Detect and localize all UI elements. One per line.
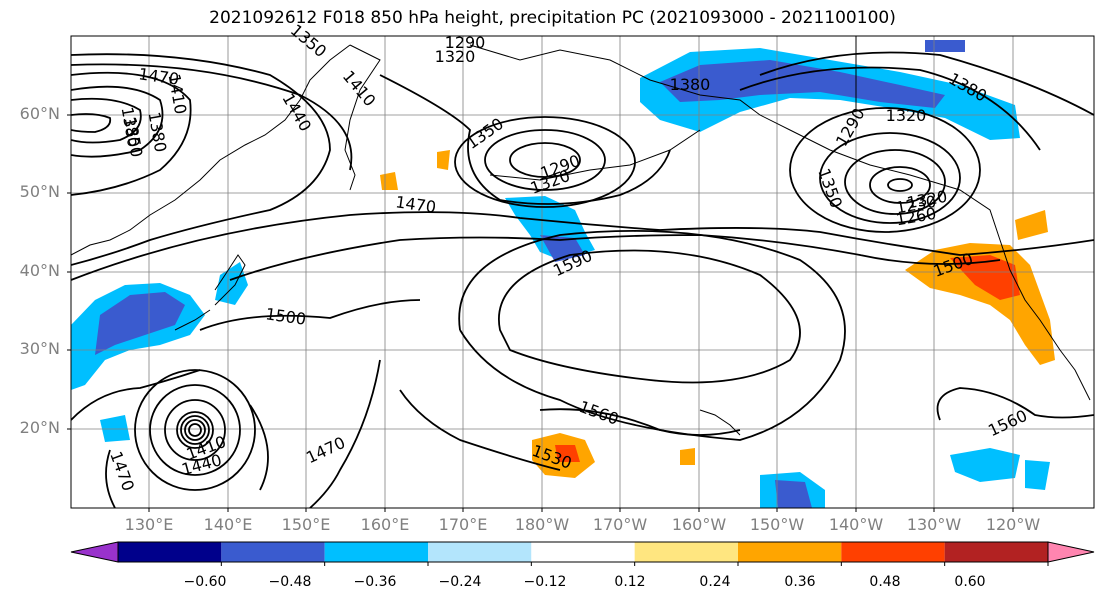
contour-label: 1470 [106, 449, 138, 494]
contour-label: 1290 [445, 33, 486, 52]
lon-label-180w: 180°W [514, 515, 570, 534]
colorbar-tick-label: 0.48 [869, 574, 901, 590]
colorbar-tick-label: −0.48 [268, 574, 312, 590]
contour-label: 1410 [165, 72, 191, 115]
contour-label: 1350 [287, 20, 330, 61]
colorbar-swatch [841, 542, 945, 562]
contour-label: 1500 [264, 304, 307, 328]
colorbar [70, 541, 1095, 566]
contour-label: 1440 [278, 90, 315, 135]
colorbar-swatch [738, 542, 842, 562]
lon-label-150w: 150°W [749, 515, 805, 534]
colorbar-swatch [428, 542, 532, 562]
contour-label: 1380 [118, 105, 144, 148]
lon-label-160e: 160°E [360, 515, 410, 534]
contour-label: 1320 [886, 106, 927, 125]
contour-label: 1560 [577, 397, 622, 429]
colorbar-tick-label: 0.12 [614, 574, 646, 590]
colorbar-swatch [944, 542, 1048, 562]
lat-label-20n: 20°N [19, 418, 60, 437]
lon-label-170e: 170°E [438, 515, 488, 534]
lat-label-40n: 40°N [19, 261, 60, 280]
contour-label: 1380 [670, 75, 711, 94]
colorbar-tick-label: 0.36 [784, 574, 816, 590]
lon-label-150e: 150°E [281, 515, 331, 534]
precip-shading [71, 40, 1055, 508]
contour-label: 1560 [985, 406, 1030, 440]
colorbar-swatch [531, 542, 635, 562]
colorbar-border [117, 541, 1049, 563]
contour-label: 1320 [435, 47, 476, 66]
colorbar-swatch [118, 542, 222, 562]
height-contours [71, 51, 1094, 508]
colorbar-swatch [221, 542, 325, 562]
colorbar-swatch [324, 542, 428, 562]
lon-label-140w: 140°W [828, 515, 884, 534]
lon-label-170w: 170°W [592, 515, 648, 534]
lon-label-120w: 120°W [985, 515, 1041, 534]
contour-label: 1350 [463, 114, 507, 153]
coastlines [71, 36, 1091, 436]
colorbar-tick-label: 0.60 [954, 574, 986, 590]
contour-label: 1290 [832, 105, 869, 150]
lon-label-160w: 160°W [671, 515, 727, 534]
contour-label: 1470 [303, 433, 348, 467]
map-title: 2021092612 F018 850 hPa height, precipit… [209, 8, 896, 28]
colorbar-swatch [634, 542, 738, 562]
graticule [71, 36, 1094, 508]
lat-label-30n: 30°N [19, 339, 60, 358]
lat-label-50n: 50°N [19, 182, 60, 201]
colorbar-tick-label: −0.60 [183, 574, 227, 590]
lon-label-130e: 130°E [124, 515, 174, 534]
colorbar-tick-label: −0.12 [523, 574, 567, 590]
colorbar-extend-min [70, 541, 119, 563]
contour-label: 1350 [814, 166, 846, 211]
lat-label-60n: 60°N [19, 104, 60, 123]
contour-label: 1380 [145, 110, 171, 153]
colorbar-extend-max [1047, 541, 1095, 563]
colorbar-tick-label: −0.36 [353, 574, 397, 590]
colorbar-tick-label: 0.24 [699, 574, 731, 590]
colorbar-tick-label: −0.24 [438, 574, 482, 590]
lon-label-130w: 130°W [906, 515, 962, 534]
lon-label-140e: 140°E [203, 515, 253, 534]
contour-label: 1410 [339, 67, 380, 110]
